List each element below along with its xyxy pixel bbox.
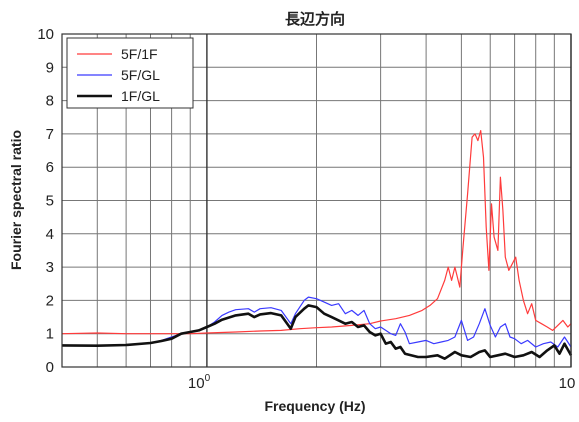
y-tick-label: 4 <box>46 226 54 243</box>
series-layer <box>61 130 573 360</box>
x-tick-label-1: 100 <box>188 373 211 392</box>
y-tick-label: 6 <box>46 159 54 176</box>
series-line-5f-1f <box>61 130 572 335</box>
x-tick-label-10: 10 <box>559 375 576 392</box>
legend-label-5f-1f: 5F/1F <box>121 46 158 62</box>
series-line-5f-gl <box>62 296 572 348</box>
chart-title: 長辺方向 <box>285 10 345 28</box>
plot-frame <box>61 33 572 368</box>
y-tick-label: 2 <box>46 292 54 309</box>
y-axis-title: Fourier spectral ratio <box>8 130 24 270</box>
x-axis-title: Frequency (Hz) <box>264 398 365 414</box>
y-tick-label: 3 <box>46 259 54 276</box>
legend-label-1f-gl: 1F/GL <box>121 88 160 104</box>
y-tick-label: 0 <box>46 359 54 376</box>
series-line-1f-gl <box>61 304 573 360</box>
y-tick-labels: 0 1 2 3 4 5 6 7 8 9 10 <box>37 26 54 376</box>
y-tick-label: 9 <box>46 59 54 76</box>
y-tick-label: 10 <box>37 26 54 43</box>
x-tick-label-1-exponent: 0 <box>205 373 211 384</box>
y-tick-label: 8 <box>46 93 54 110</box>
y-tick-label: 5 <box>46 193 54 210</box>
x-tick-label-1-base: 10 <box>188 375 205 392</box>
legend: 5F/1F 5F/GL 1F/GL <box>66 37 194 109</box>
y-tick-label: 1 <box>46 326 54 343</box>
y-tick-label: 7 <box>46 126 54 143</box>
legend-label-5f-gl: 5F/GL <box>121 67 160 83</box>
